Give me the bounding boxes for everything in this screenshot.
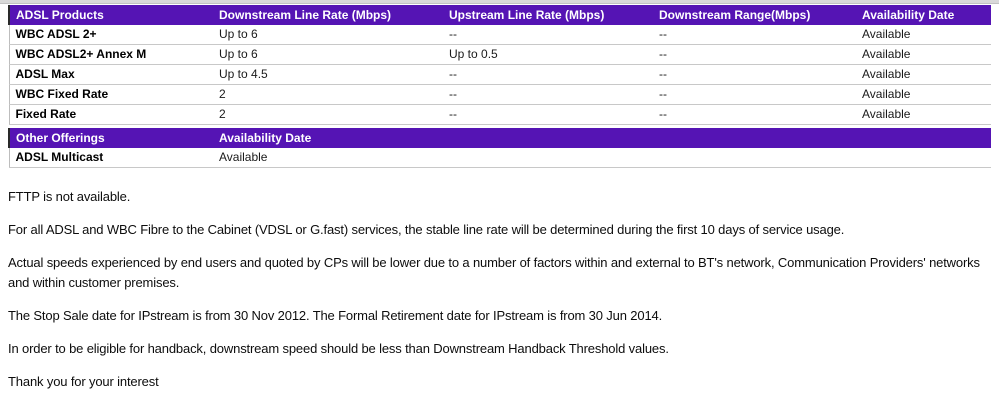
- downstream-range: --: [659, 87, 667, 101]
- downstream-rate: Up to 4.5: [219, 67, 268, 81]
- cell-empty: [443, 148, 653, 168]
- product-name: WBC ADSL 2+: [15, 27, 97, 41]
- header-availability-date: Availability Date: [856, 5, 991, 25]
- header-availability-date: Availability Date: [213, 128, 443, 148]
- upstream-rate: Up to 0.5: [449, 47, 498, 61]
- note-stop-sale: The Stop Sale date for IPstream is from …: [8, 308, 663, 323]
- header-other-offerings: Other Offerings: [9, 128, 213, 148]
- products-header-row: ADSL Products Downstream Line Rate (Mbps…: [9, 5, 991, 25]
- availability: Available: [862, 87, 911, 101]
- offerings-header-row: Other Offerings Availability Date: [9, 128, 991, 148]
- table-row: WBC Fixed Rate 2 -- -- Available: [9, 84, 991, 105]
- availability: Available: [219, 150, 268, 164]
- upstream-rate: --: [449, 67, 457, 81]
- note-stable-line-rate: For all ADSL and WBC Fibre to the Cabine…: [8, 222, 845, 237]
- header-adsl-products: ADSL Products: [9, 5, 213, 25]
- header-cell-empty: [443, 128, 653, 148]
- table-row: ADSL Multicast Available: [9, 148, 991, 168]
- table-row: Fixed Rate 2 -- -- Available: [9, 104, 991, 125]
- top-divider-strip: [0, 0, 999, 4]
- downstream-range: --: [659, 67, 667, 81]
- availability: Available: [862, 27, 911, 41]
- availability: Available: [862, 67, 911, 81]
- availability-results: ADSL Products Downstream Line Rate (Mbps…: [8, 5, 991, 168]
- upstream-rate: --: [449, 27, 457, 41]
- note-actual-speeds: Actual speeds experienced by end users a…: [8, 255, 980, 290]
- availability: Available: [862, 107, 911, 121]
- downstream-rate: 2: [219, 87, 226, 101]
- note-fttp: FTTP is not available.: [8, 189, 131, 204]
- header-cell-empty: [653, 128, 856, 148]
- downstream-range: --: [659, 27, 667, 41]
- header-downstream-line-rate: Downstream Line Rate (Mbps): [213, 5, 443, 25]
- upstream-rate: --: [449, 107, 457, 121]
- downstream-rate: Up to 6: [219, 27, 258, 41]
- downstream-rate: Up to 6: [219, 47, 258, 61]
- product-name: ADSL Max: [15, 67, 75, 81]
- upstream-rate: --: [449, 87, 457, 101]
- table-row: ADSL Max Up to 4.5 -- -- Available: [9, 64, 991, 85]
- notes-section: FTTP is not available. For all ADSL and …: [8, 187, 993, 392]
- header-upstream-line-rate: Upstream Line Rate (Mbps): [443, 5, 653, 25]
- table-row: WBC ADSL2+ Annex M Up to 6 Up to 0.5 -- …: [9, 44, 991, 65]
- adsl-products-table: ADSL Products Downstream Line Rate (Mbps…: [8, 5, 991, 125]
- product-name: WBC ADSL2+ Annex M: [15, 47, 147, 61]
- other-offerings-table: Other Offerings Availability Date ADSL M…: [8, 128, 991, 168]
- downstream-range: --: [659, 107, 667, 121]
- header-downstream-range: Downstream Range(Mbps): [653, 5, 856, 25]
- note-thank-you: Thank you for your interest: [8, 374, 159, 389]
- note-handback: In order to be eligible for handback, do…: [8, 341, 669, 356]
- header-cell-empty: [856, 128, 991, 148]
- table-row: WBC ADSL 2+ Up to 6 -- -- Available: [9, 25, 991, 45]
- product-name: Fixed Rate: [15, 107, 77, 121]
- downstream-range: --: [659, 47, 667, 61]
- product-name: WBC Fixed Rate: [15, 87, 109, 101]
- downstream-rate: 2: [219, 107, 226, 121]
- offering-name: ADSL Multicast: [15, 150, 104, 164]
- cell-empty: [856, 148, 991, 168]
- availability: Available: [862, 47, 911, 61]
- cell-empty: [653, 148, 856, 168]
